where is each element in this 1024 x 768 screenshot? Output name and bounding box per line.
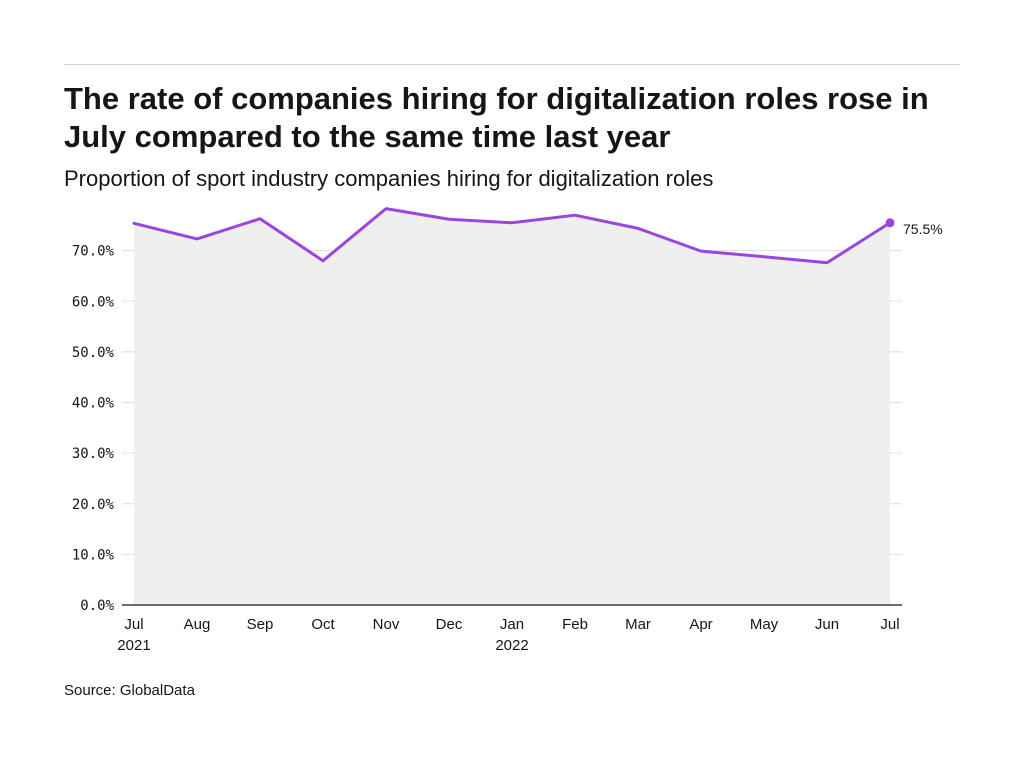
y-tick-label: 40.0% bbox=[72, 396, 115, 412]
y-tick-label: 60.0% bbox=[72, 294, 115, 310]
series-layer: 75.5% bbox=[132, 207, 943, 265]
chart-subtitle: Proportion of sport industry companies h… bbox=[64, 166, 714, 191]
x-tick-label: Jun bbox=[815, 616, 839, 633]
x-tick-label: Sep bbox=[247, 616, 274, 633]
x-tick-label: Aug bbox=[184, 616, 211, 633]
y-tick-label: 70.0% bbox=[72, 244, 115, 260]
area-fill bbox=[134, 208, 890, 605]
top-divider bbox=[64, 64, 960, 65]
chart-title: The rate of companies hiring for digital… bbox=[64, 81, 929, 154]
source-note: Source: GlobalData bbox=[64, 682, 195, 699]
y-tick-label: 0.0% bbox=[80, 598, 114, 614]
y-tick-label: 10.0% bbox=[72, 547, 115, 563]
x-tick-label: Dec bbox=[436, 616, 463, 633]
x-tick-label: Mar bbox=[625, 616, 651, 633]
x-tick-label: Jul bbox=[880, 616, 899, 633]
x-tick-year-label: 2022 bbox=[495, 637, 528, 654]
x-tick-label: Nov bbox=[373, 616, 400, 633]
end-value-label: 75.5% bbox=[903, 221, 943, 237]
end-point-marker bbox=[885, 218, 895, 228]
x-tick-label: Jan bbox=[500, 616, 524, 633]
x-tick-label: Apr bbox=[689, 616, 712, 633]
x-tick-year-label: 2021 bbox=[117, 637, 150, 654]
x-tick-label: Jul bbox=[124, 616, 143, 633]
y-tick-label: 20.0% bbox=[72, 497, 115, 513]
x-axis-ticks: Jul 2021 Aug Sep Oct Nov Dec Jan 2022 Feb Mar Apr Ma… bbox=[117, 616, 899, 654]
x-tick-label: Feb bbox=[562, 616, 588, 633]
x-tick-label: Oct bbox=[311, 616, 335, 633]
series-line bbox=[132, 207, 892, 265]
y-tick-label: 50.0% bbox=[72, 345, 115, 361]
area-layer bbox=[134, 208, 890, 605]
x-tick-label: May bbox=[750, 616, 779, 633]
y-tick-label: 30.0% bbox=[72, 446, 115, 462]
y-axis-ticks: 0.0% 10.0% 20.0% 30.0% 40.0% 50.0% 60.0% 70.0% bbox=[72, 244, 115, 614]
